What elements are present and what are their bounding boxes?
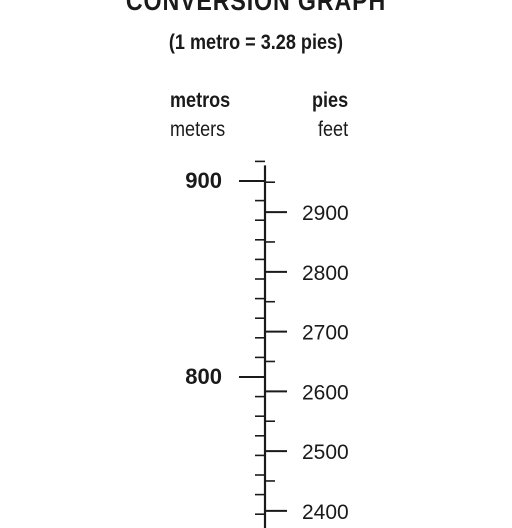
feet-tick-label: 2600 [302, 381, 349, 404]
feet-tick-label: 2500 [302, 441, 349, 464]
chart-title: CONVERSION GRAPH [125, 0, 387, 16]
meter-tick-label: 800 [185, 364, 222, 389]
feet-tick-label: 2700 [302, 322, 349, 345]
left-axis-label-en: meters [170, 118, 226, 141]
chart-subtitle: (1 metro = 3.28 pies) [168, 31, 344, 54]
meter-tick-label: 900 [185, 168, 222, 193]
feet-tick-label: 2800 [302, 262, 349, 285]
right-axis-label-es: pies [312, 89, 349, 112]
feet-tick-label: 2400 [302, 501, 349, 524]
left-axis-label-es: metros [170, 89, 231, 112]
right-axis-label-en: feet [318, 118, 349, 141]
feet-tick-label: 2900 [302, 202, 349, 225]
